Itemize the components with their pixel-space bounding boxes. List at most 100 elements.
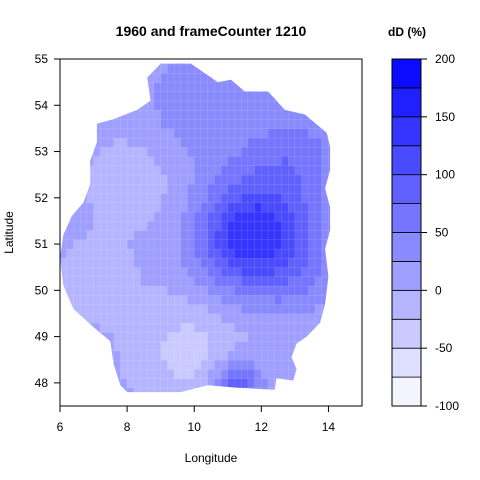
field-cell xyxy=(180,359,189,370)
field-cell xyxy=(120,165,128,176)
field-cell xyxy=(106,137,115,148)
field-cell xyxy=(241,91,249,102)
field-cell xyxy=(153,174,162,185)
field-cell xyxy=(254,230,262,240)
field-cell xyxy=(241,313,249,324)
field-cell xyxy=(234,257,242,268)
field-cell xyxy=(180,322,189,333)
field-cell xyxy=(294,183,303,194)
field-cell xyxy=(173,359,182,370)
field-cell xyxy=(93,276,101,287)
field-cell xyxy=(247,248,256,259)
field-cell xyxy=(288,183,296,194)
field-cell xyxy=(281,165,289,176)
field-cell xyxy=(220,230,229,240)
field-cell xyxy=(274,239,283,250)
field-cell xyxy=(328,220,331,231)
field-cell xyxy=(207,193,215,203)
field-cell xyxy=(261,109,269,120)
field-cell xyxy=(167,174,175,185)
field-cell xyxy=(301,239,309,250)
field-cell xyxy=(180,63,189,65)
y-tick-label: 55 xyxy=(35,52,49,66)
field-cell xyxy=(281,193,289,203)
field-cell xyxy=(187,109,195,120)
field-cell xyxy=(140,202,148,213)
field-cell xyxy=(180,239,189,250)
field-cell xyxy=(194,285,202,296)
field-cell xyxy=(301,285,309,296)
field-cell xyxy=(167,100,175,111)
field-cell xyxy=(173,378,182,389)
field-cell xyxy=(267,174,276,185)
field-cell xyxy=(247,350,256,361)
field-cell xyxy=(187,322,195,333)
field-cell xyxy=(180,248,189,259)
field-cell xyxy=(214,137,222,148)
y-axis: 48 49 50 51 52 53 54 55 xyxy=(35,52,60,390)
field-cell xyxy=(247,128,256,139)
field-cell xyxy=(167,378,175,389)
field-cell xyxy=(126,341,135,352)
field-cell xyxy=(254,322,262,333)
field-cell xyxy=(227,313,236,324)
field-cell xyxy=(133,128,142,139)
field-cell xyxy=(167,183,175,194)
field-cell xyxy=(93,313,101,324)
field-cell xyxy=(227,156,236,166)
field-cell xyxy=(86,285,95,296)
field-cell xyxy=(207,267,215,278)
field-cell xyxy=(241,174,249,185)
field-cell xyxy=(274,276,283,287)
field-cell xyxy=(247,165,256,176)
field-cell xyxy=(241,341,249,352)
field-cell xyxy=(167,146,175,157)
field-cell xyxy=(227,146,236,157)
field-cell xyxy=(200,322,209,333)
field-cell xyxy=(160,100,168,111)
field-cell xyxy=(100,220,108,231)
field-cell xyxy=(314,202,323,213)
field-cell xyxy=(227,230,236,240)
field-cell xyxy=(147,128,155,139)
field-cell xyxy=(207,248,215,259)
field-cell xyxy=(100,304,108,315)
field-cell xyxy=(267,285,276,296)
field-cell xyxy=(267,267,276,278)
field-cell xyxy=(167,165,175,176)
field-cell xyxy=(308,202,316,213)
field-cell xyxy=(126,183,135,194)
legend-tick-label: 200 xyxy=(435,52,455,66)
field-cell xyxy=(200,183,209,194)
field-cell xyxy=(147,174,155,185)
field-cell xyxy=(214,304,222,315)
field-cell xyxy=(294,137,303,148)
field-cell xyxy=(247,257,256,268)
plot-frame xyxy=(59,58,363,407)
field-cell xyxy=(227,267,236,278)
field-cell xyxy=(220,156,229,166)
field-cell xyxy=(180,183,189,194)
field-cell xyxy=(281,276,289,287)
field-cell xyxy=(140,156,148,166)
field-cell xyxy=(288,267,296,278)
field-cell xyxy=(234,368,242,379)
field-cell xyxy=(100,276,108,287)
field-cell xyxy=(234,239,242,250)
field-cell xyxy=(113,146,121,157)
field-cell xyxy=(247,322,256,333)
legend-tick-label: 50 xyxy=(435,226,449,240)
field-cell xyxy=(86,248,95,259)
field-cell xyxy=(261,165,269,176)
field-cell xyxy=(100,128,108,139)
field-cell xyxy=(241,156,249,166)
field-cell xyxy=(207,137,215,148)
field-cell xyxy=(160,174,168,185)
field-cell xyxy=(294,285,303,296)
field-cell xyxy=(214,174,222,185)
field-cell xyxy=(86,304,95,315)
field-cell xyxy=(267,193,276,203)
field-cell xyxy=(214,368,222,379)
field-cell xyxy=(120,119,128,129)
field-cell xyxy=(133,257,142,268)
